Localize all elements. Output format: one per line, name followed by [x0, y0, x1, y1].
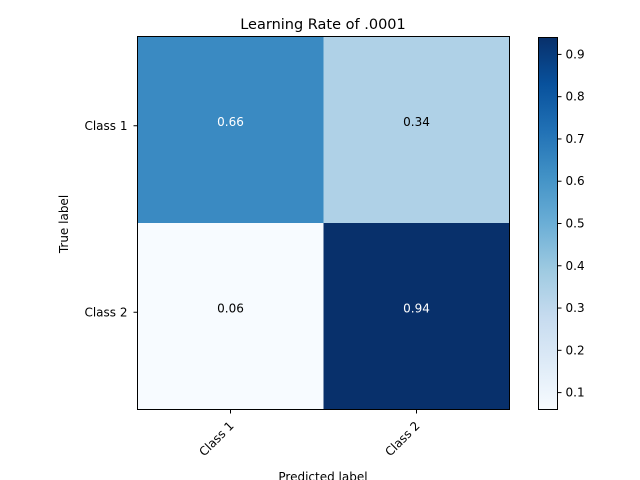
colorbar-tick-label: 0.1	[566, 386, 585, 400]
cell-value-label: 0.34	[403, 115, 430, 129]
heatmap-cell	[137, 36, 324, 223]
cell-value-label: 0.94	[403, 301, 430, 315]
heatmap-cell	[323, 223, 510, 410]
x-axis-label: Predicted label	[278, 470, 367, 480]
plot-frame	[137, 36, 510, 410]
colorbar	[538, 37, 558, 410]
y-tick-label: Class 1	[84, 119, 127, 133]
colorbar-tick-label: 0.5	[566, 217, 585, 231]
y-axis-label: True label	[57, 195, 71, 254]
colorbar-ticks: 0.1 0.2 0.3 0.4 0.5 0.6 0.7 0.8 0.9	[557, 47, 585, 400]
colorbar-tick-label: 0.4	[566, 259, 585, 273]
cell-value-label: 0.66	[217, 115, 244, 129]
cell-value-label: 0.06	[217, 301, 244, 315]
x-tick-label: Class 2	[382, 419, 422, 459]
heatmap-cell	[323, 36, 510, 223]
y-tick-label: Class 2	[84, 305, 127, 319]
colorbar-tick-label: 0.2	[566, 343, 585, 357]
heatmap-cell	[137, 223, 324, 410]
colorbar-tick-label: 0.8	[566, 90, 585, 104]
colorbar-tick-label: 0.6	[566, 174, 585, 188]
heatmap-cells: 0.66 0.34 0.06 0.94	[137, 36, 510, 410]
colorbar-tick-label: 0.9	[566, 47, 585, 61]
colorbar-tick-label: 0.3	[566, 301, 585, 315]
chart-title: Learning Rate of .0001	[240, 17, 406, 33]
x-tick-label: Class 1	[196, 419, 236, 459]
colorbar-tick-label: 0.7	[566, 132, 585, 146]
